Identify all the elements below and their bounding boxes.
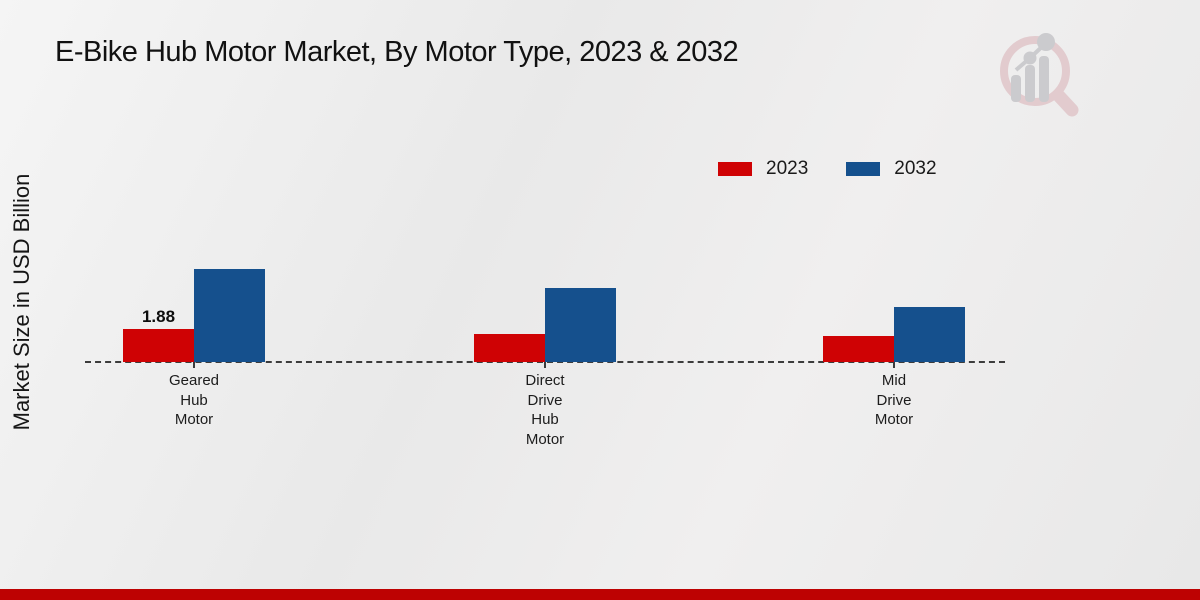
market-research-future-logo-icon (1000, 33, 1079, 117)
x-axis-tick-geared-hub-motor (193, 362, 195, 368)
x-axis-tick-direct-drive-hub-motor (544, 362, 546, 368)
legend-label-2023: 2023 (766, 158, 809, 179)
category-label-direct-drive-hub-motor: Direct Drive Hub Motor (525, 372, 565, 448)
legend-swatch-2023 (718, 162, 752, 176)
category-label-mid-drive-motor: Mid Drive Motor (874, 372, 914, 428)
bar-2023-direct-drive-hub-motor (474, 333, 545, 362)
legend-item-2032: 2032 (846, 158, 937, 180)
bottom-accent-bar (0, 589, 1200, 600)
legend-label-2032: 2032 (894, 158, 937, 179)
legend: 2023 2032 (718, 158, 937, 180)
chart-title: E-Bike Hub Motor Market, By Motor Type, … (55, 36, 739, 68)
x-axis-tick-mid-drive-motor (893, 362, 895, 368)
category-label-geared-hub-motor: Geared Hub Motor (168, 372, 220, 428)
bar-2032-direct-drive-hub-motor (545, 288, 616, 362)
data-label-2023-geared-hub-motor: 1.88 (141, 307, 176, 326)
bar-2023-mid-drive-motor (823, 336, 894, 362)
bar-2032-mid-drive-motor (894, 307, 965, 362)
bar-2032-geared-hub-motor (194, 268, 265, 362)
legend-item-2023: 2023 (718, 158, 808, 180)
bar-2023-geared-hub-motor (123, 329, 194, 362)
legend-swatch-2032 (846, 162, 881, 176)
